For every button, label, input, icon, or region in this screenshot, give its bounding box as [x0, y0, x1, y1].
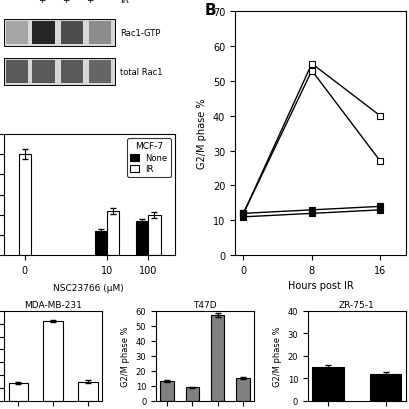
Text: ZR-75-1: ZR-75-1 [338, 300, 374, 309]
Text: -: - [16, 0, 19, 4]
Bar [88, 61, 111, 84]
Bar [94, 231, 107, 256]
Legend: None, IR: None, IR [127, 139, 171, 178]
Text: T47D: T47D [193, 300, 216, 309]
Text: total Rac1: total Rac1 [120, 68, 162, 77]
Text: NSC23766 (μM): NSC23766 (μM) [53, 284, 124, 293]
Bar [148, 215, 160, 256]
Bar [9, 383, 28, 401]
Bar [78, 382, 97, 401]
Bar [4, 59, 115, 86]
Bar [235, 378, 249, 401]
X-axis label: Hours post IR: Hours post IR [287, 281, 353, 291]
Text: +: + [62, 0, 69, 4]
Bar [4, 20, 115, 47]
Bar [210, 315, 224, 401]
Bar [312, 367, 343, 401]
Text: IR: IR [120, 0, 129, 4]
Y-axis label: G2/M phase %: G2/M phase % [121, 326, 130, 386]
Bar [32, 22, 54, 45]
Bar [32, 61, 54, 84]
Bar [6, 22, 28, 45]
Bar [160, 381, 174, 401]
Bar [61, 22, 83, 45]
Bar [369, 374, 400, 401]
Bar [107, 211, 119, 256]
Bar [136, 221, 148, 256]
Y-axis label: G2/M phase %: G2/M phase % [272, 326, 281, 386]
Bar [185, 387, 199, 401]
Text: MDA-MB-231: MDA-MB-231 [24, 300, 82, 309]
Bar [43, 321, 63, 401]
Text: +: + [85, 0, 93, 4]
Bar [88, 22, 111, 45]
Bar [61, 61, 83, 84]
Bar [18, 155, 31, 256]
Y-axis label: G2/M phase %: G2/M phase % [197, 99, 207, 169]
Text: B: B [204, 2, 215, 18]
Text: +: + [38, 0, 45, 4]
Text: Rac1-GTP: Rac1-GTP [120, 29, 160, 38]
Bar [6, 61, 28, 84]
